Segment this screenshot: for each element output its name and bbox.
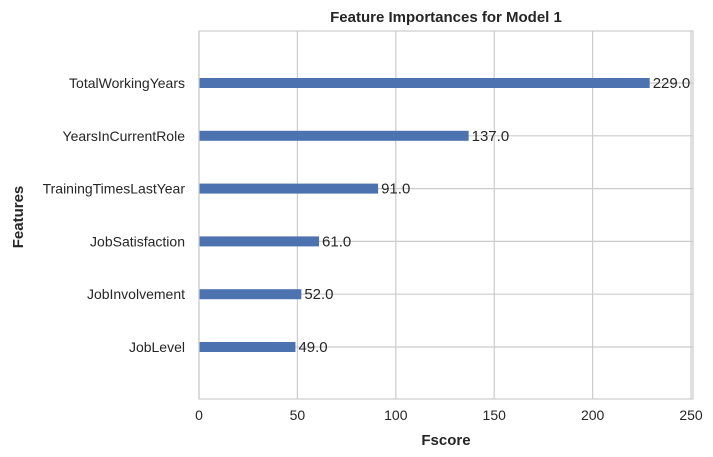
- value-label: 229.0: [653, 75, 691, 92]
- x-tick-label: 100: [384, 407, 408, 423]
- plot-frame: [198, 30, 694, 400]
- bar-JobInvolvement: [199, 289, 302, 300]
- value-label: 52.0: [304, 286, 333, 303]
- bar-TotalWorkingYears: [199, 78, 650, 88]
- x-tick-label: 200: [581, 407, 605, 423]
- value-label: 49.0: [298, 339, 327, 356]
- bar-JobLevel: [199, 342, 296, 352]
- bar-TrainingTimesLastYear: [199, 183, 379, 194]
- value-label: 137.0: [472, 128, 510, 145]
- y-tick-label: YearsInCurrentRole: [63, 128, 186, 144]
- bar-YearsInCurrentRole: [199, 130, 469, 141]
- value-label: 91.0: [381, 181, 410, 198]
- bar-JobSatisfaction: [199, 236, 320, 247]
- x-axis-label: Fscore: [421, 432, 470, 449]
- x-tick-label: 150: [483, 407, 507, 423]
- y-axis-label: Features: [10, 186, 27, 249]
- value-label: 61.0: [322, 233, 351, 250]
- y-tick-label: JobLevel: [129, 339, 185, 355]
- y-tick-label: TotalWorkingYears: [69, 75, 185, 91]
- y-tick-labels: TotalWorkingYears YearsInCurrentRole Train…: [43, 75, 186, 355]
- y-tick-label: JobInvolvement: [87, 286, 185, 302]
- bars: [199, 78, 650, 352]
- x-tick-label: 50: [290, 407, 306, 423]
- chart-title: Feature Importances for Model 1: [330, 9, 562, 26]
- y-tick-label: TrainingTimesLastYear: [43, 181, 186, 197]
- x-tick-labels: 0 50 100 150 200 250: [195, 407, 703, 423]
- value-labels: 229.0 137.0 91.0 61.0 52.0 49.0: [298, 75, 690, 356]
- x-tick-label: 250: [679, 407, 703, 423]
- x-tick-label: 0: [195, 407, 203, 423]
- y-tick-label: JobSatisfaction: [90, 233, 185, 249]
